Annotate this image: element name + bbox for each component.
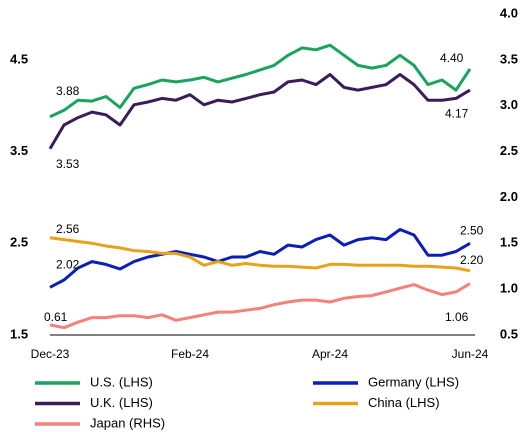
data-label: 2.56 — [56, 222, 80, 236]
y2-tick-label: 1.5 — [500, 235, 518, 250]
legend-label: U.K. (LHS) — [90, 395, 153, 410]
y2-tick-label: 2.5 — [500, 143, 518, 158]
y-tick-label: 2.5 — [10, 235, 28, 250]
y-tick-label: 4.5 — [10, 51, 28, 66]
data-label: 3.88 — [56, 84, 80, 98]
y2-tick-label: 1.0 — [500, 281, 518, 296]
series-line — [49, 236, 471, 273]
data-label: 2.20 — [460, 253, 484, 267]
x-tick-label: Apr-24 — [312, 347, 348, 361]
series-line — [49, 282, 471, 330]
x-tick-label: Feb-24 — [171, 347, 209, 361]
data-label: 3.53 — [56, 157, 80, 171]
legend-label: Germany (LHS) — [368, 374, 459, 389]
data-label: 4.17 — [445, 106, 469, 120]
y2-tick-label: 4.0 — [500, 5, 518, 20]
data-label: 2.50 — [460, 223, 484, 237]
data-label: 1.06 — [445, 310, 469, 324]
data-label: 4.40 — [440, 51, 464, 65]
y2-tick-label: 3.0 — [500, 97, 518, 112]
legend-label: China (LHS) — [368, 395, 440, 410]
series-line — [48, 73, 471, 150]
y2-tick-label: 3.5 — [500, 51, 518, 66]
legend-label: Japan (RHS) — [90, 415, 165, 430]
y-tick-label: 1.5 — [10, 326, 28, 341]
legend-label: U.S. (LHS) — [90, 374, 153, 389]
x-tick-label: Dec-23 — [31, 347, 70, 361]
y-tick-label: 3.5 — [10, 143, 28, 158]
y2-tick-label: 0.5 — [500, 326, 518, 341]
series-line — [49, 43, 472, 119]
data-label: 2.02 — [56, 257, 80, 271]
x-tick-label: Jun-24 — [452, 347, 489, 361]
series-line — [49, 228, 471, 289]
y2-tick-label: 2.0 — [500, 189, 518, 204]
data-label: 0.61 — [44, 310, 68, 324]
